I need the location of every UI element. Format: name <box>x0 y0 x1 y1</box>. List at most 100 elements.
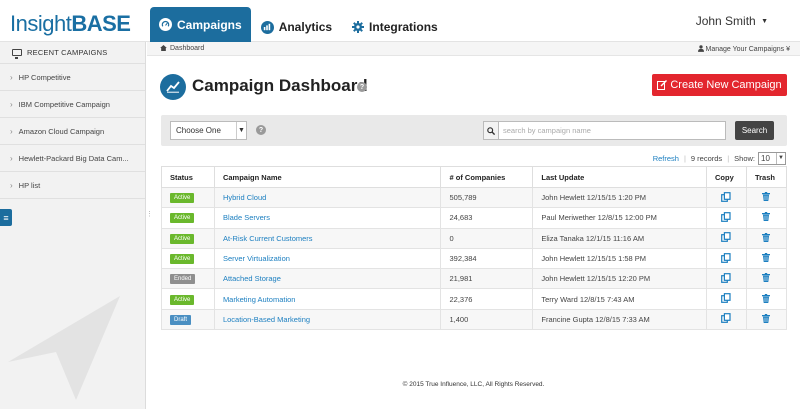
trash-cell <box>745 227 788 249</box>
sidebar-resize-handle[interactable]: ⋮ <box>146 211 153 218</box>
insightbase-logo[interactable]: InsightBASE <box>10 6 131 36</box>
campaign-filter-value: Choose One <box>176 126 221 135</box>
sidebar-item-label: HP Competitive <box>18 72 71 82</box>
tab-campaigns[interactable]: Campaigns <box>150 7 251 42</box>
trash-icon[interactable] <box>762 273 771 284</box>
search-button[interactable]: Search <box>735 121 774 140</box>
user-icon <box>697 45 704 52</box>
user-name: John Smith <box>695 14 756 28</box>
campaign-name-cell: Server Virtualization <box>213 247 442 270</box>
companies-cell: 392,384 <box>440 247 534 270</box>
chevron-right-icon: › <box>10 72 13 82</box>
campaign-filter-select[interactable]: Choose One ▼ <box>170 121 247 140</box>
manage-campaigns-menu[interactable]: Manage Your Campaigns ¥ <box>697 45 790 53</box>
campaign-name-link[interactable]: Marketing Automation <box>222 294 296 304</box>
sidebar-item-campaign[interactable]: › IBM Competitive Campaign <box>0 91 145 118</box>
help-icon[interactable]: ? <box>357 82 367 92</box>
table-row: Active Marketing Automation 22,376 Terry Wa… <box>161 288 788 310</box>
column-header-name[interactable]: Campaign Name <box>213 166 442 188</box>
campaign-name-link[interactable]: Location-Based Marketing <box>222 314 311 324</box>
copy-icon[interactable] <box>721 212 732 224</box>
column-header-trash: Trash <box>745 166 788 188</box>
copy-icon[interactable] <box>721 272 732 285</box>
trash-cell <box>745 308 788 331</box>
trash-icon[interactable] <box>762 212 771 223</box>
speedometer-icon <box>159 18 172 31</box>
sidebar-item-campaign[interactable]: › HP list <box>0 172 145 199</box>
chevron-right-icon: › <box>10 126 13 136</box>
breadcrumb: Dashboard Manage Your Campaigns ¥ <box>147 42 800 56</box>
divider: | <box>683 153 686 163</box>
user-menu[interactable]: John Smith ▼ <box>696 14 768 28</box>
sidebar-item-campaign[interactable]: › Amazon Cloud Campaign <box>0 118 145 145</box>
breadcrumb-home[interactable]: Dashboard <box>160 45 204 52</box>
column-header-status[interactable]: Status <box>161 166 215 188</box>
copy-icon[interactable] <box>721 313 732 325</box>
status-cell: Active <box>161 288 215 310</box>
sidebar-item-campaign[interactable]: › HP Competitive <box>0 64 145 91</box>
chart-icon <box>260 20 274 34</box>
table-row: Active Hybrid Cloud 505,789 John Hewlett 12… <box>161 186 788 209</box>
sidebar-toggle-button[interactable]: ≡ <box>0 209 12 226</box>
status-badge: Ended <box>170 274 196 285</box>
status-cell: Active <box>161 186 215 209</box>
copy-cell <box>706 268 747 290</box>
companies-cell: 21,981 <box>440 268 534 290</box>
last-update-cell: John Hewlett 12/15/15 1:20 PM <box>532 186 708 209</box>
search-group <box>483 121 726 140</box>
line-chart-icon <box>160 74 186 100</box>
trash-icon[interactable] <box>762 293 771 305</box>
table-row: Active At-Risk Current Customers 0 Eliza Ta… <box>161 227 788 249</box>
status-badge: Active <box>170 294 195 305</box>
copy-icon[interactable] <box>721 252 732 265</box>
tab-integrations[interactable]: Integrations <box>342 12 448 42</box>
trash-icon[interactable] <box>762 192 771 203</box>
copy-cell <box>706 288 747 310</box>
trash-icon[interactable] <box>762 313 771 325</box>
trash-icon[interactable] <box>762 232 771 244</box>
column-header-companies[interactable]: # of Companies <box>440 166 534 188</box>
search-input[interactable] <box>498 121 726 140</box>
table-body: Active Hybrid Cloud 505,789 John Hewlett 12… <box>161 186 788 331</box>
edit-icon <box>657 80 668 90</box>
sidebar-item-label: Hewlett-Packard Big Data Cam... <box>18 153 129 163</box>
divider: | <box>727 153 730 163</box>
copy-cell <box>706 247 747 270</box>
tab-analytics[interactable]: Analytics <box>251 12 342 42</box>
campaign-name-link[interactable]: At-Risk Current Customers <box>222 233 313 243</box>
sidebar-item-label: Amazon Cloud Campaign <box>18 126 105 136</box>
logo-text-base: BASE <box>71 11 131 36</box>
tab-campaigns-label: Campaigns <box>177 17 242 32</box>
campaign-name-link[interactable]: Attached Storage <box>222 274 281 284</box>
trash-cell <box>745 288 788 310</box>
home-icon <box>160 45 167 51</box>
campaign-name-link[interactable]: Server Virtualization <box>222 254 290 264</box>
refresh-link[interactable]: Refresh <box>652 153 679 163</box>
status-cell: Active <box>161 207 215 229</box>
companies-cell: 505,789 <box>440 186 534 209</box>
table-row: Draft Location-Based Marketing 1,400 Franci… <box>161 308 788 331</box>
sidebar-title: RECENT CAMPAIGNS <box>27 48 108 57</box>
last-update-cell: John Hewlett 12/15/15 1:58 PM <box>532 247 708 270</box>
show-label: Show: <box>734 153 755 163</box>
status-cell: Active <box>161 227 215 249</box>
chevron-right-icon: › <box>10 180 13 190</box>
copy-icon[interactable] <box>721 232 732 244</box>
sidebar-item-campaign[interactable]: › Hewlett-Packard Big Data Cam... <box>0 145 145 172</box>
page-size-select[interactable]: 10 ▼ <box>758 151 786 165</box>
last-update-cell: Paul Meriwether 12/8/15 12:00 PM <box>532 207 708 229</box>
table-controls: Refresh | 9 records | Show: 10 ▼ <box>653 151 786 165</box>
filter-help-icon[interactable]: ? <box>256 125 266 135</box>
campaign-name-link[interactable]: Blade Servers <box>222 213 271 223</box>
trash-icon[interactable] <box>762 253 771 264</box>
table-row: Active Blade Servers 24,683 Paul Meriwether… <box>161 207 788 229</box>
trash-cell <box>745 207 788 229</box>
campaign-name-link[interactable]: Hybrid Cloud <box>222 193 267 203</box>
sidebar-item-label: HP list <box>18 180 41 190</box>
campaign-name-cell: Attached Storage <box>213 268 442 290</box>
status-badge: Draft <box>170 314 192 325</box>
column-header-last-update[interactable]: Last Update <box>532 166 708 188</box>
create-campaign-button[interactable]: Create New Campaign <box>652 74 787 96</box>
copy-icon[interactable] <box>721 293 732 305</box>
copy-icon[interactable] <box>721 191 732 204</box>
